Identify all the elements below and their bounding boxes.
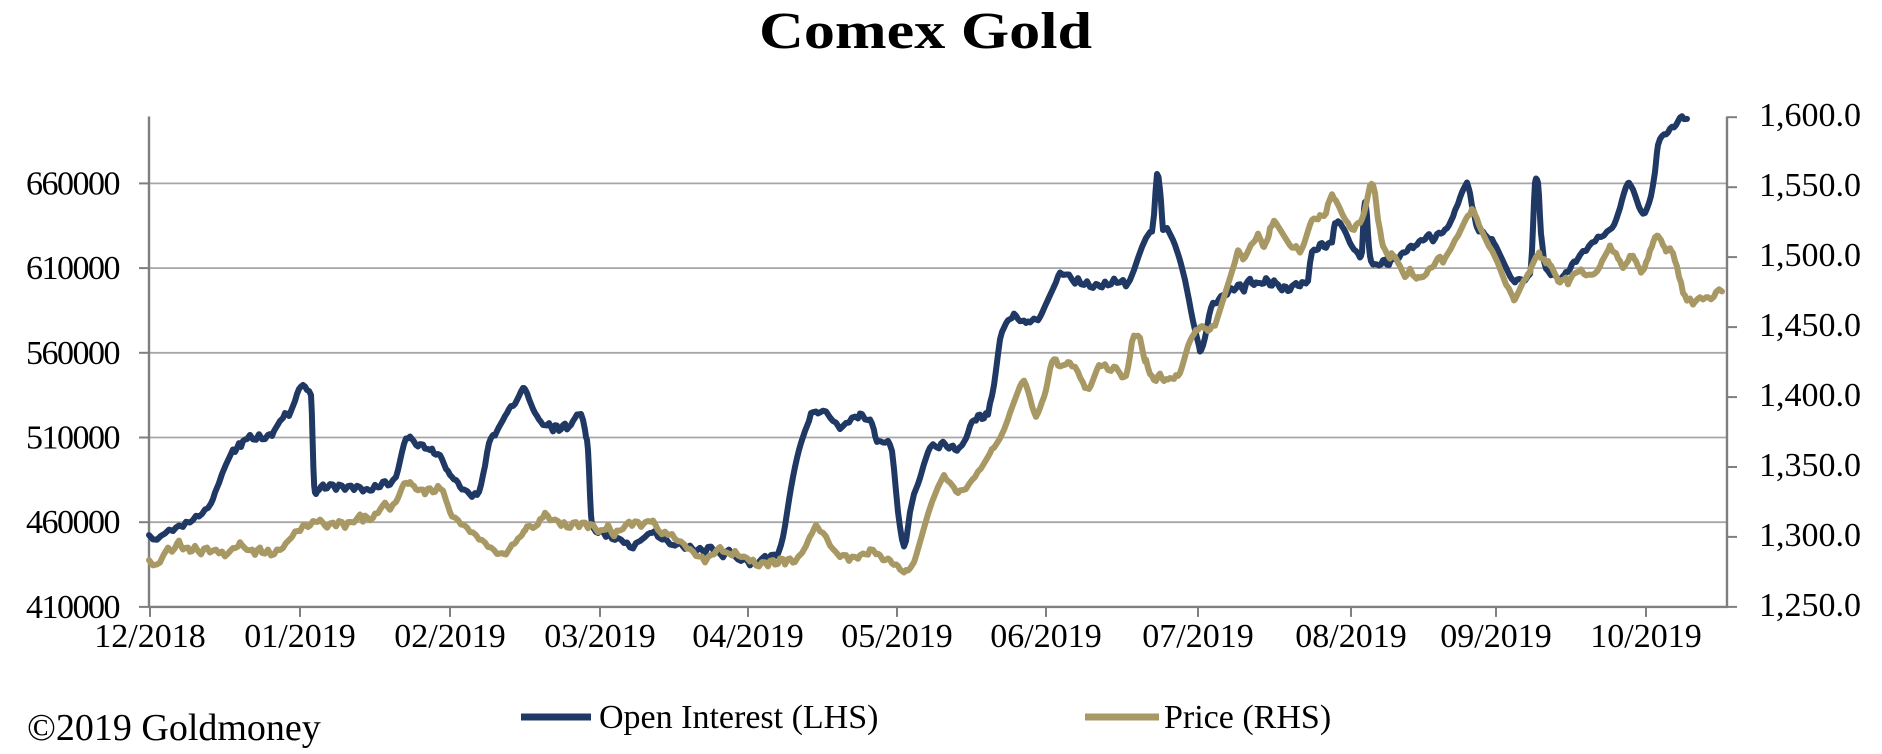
svg-text:1,500.0: 1,500.0 [1759, 237, 1861, 274]
svg-text:02/2019: 02/2019 [394, 618, 505, 655]
svg-text:510000: 510000 [26, 420, 120, 457]
svg-text:01/2019: 01/2019 [244, 618, 355, 655]
svg-text:410000: 410000 [26, 589, 120, 626]
svg-text:04/2019: 04/2019 [692, 618, 803, 655]
svg-text:07/2019: 07/2019 [1142, 618, 1253, 655]
svg-text:1,400.0: 1,400.0 [1759, 377, 1861, 414]
svg-text:610000: 610000 [26, 250, 120, 287]
svg-text:Comex Gold: Comex Gold [759, 3, 1092, 60]
svg-text:12/2018: 12/2018 [94, 618, 205, 655]
svg-text:Open Interest (LHS): Open Interest (LHS) [599, 699, 878, 736]
svg-text:660000: 660000 [26, 165, 120, 202]
svg-text:1,450.0: 1,450.0 [1759, 307, 1861, 344]
svg-text:10/2019: 10/2019 [1590, 618, 1701, 655]
svg-text:1,550.0: 1,550.0 [1759, 167, 1861, 204]
svg-text:08/2019: 08/2019 [1295, 618, 1406, 655]
svg-text:460000: 460000 [26, 504, 120, 541]
svg-text:1,250.0: 1,250.0 [1759, 587, 1861, 624]
svg-text:05/2019: 05/2019 [841, 618, 952, 655]
svg-text:560000: 560000 [26, 335, 120, 372]
svg-text:06/2019: 06/2019 [990, 618, 1101, 655]
svg-text:03/2019: 03/2019 [544, 618, 655, 655]
svg-text:09/2019: 09/2019 [1440, 618, 1551, 655]
svg-text:1,300.0: 1,300.0 [1759, 517, 1861, 554]
svg-text:1,600.0: 1,600.0 [1759, 97, 1861, 134]
svg-text:1,350.0: 1,350.0 [1759, 447, 1861, 484]
svg-text:Price (RHS): Price (RHS) [1164, 699, 1331, 736]
svg-text:©2019 Goldmoney: ©2019 Goldmoney [27, 707, 321, 749]
